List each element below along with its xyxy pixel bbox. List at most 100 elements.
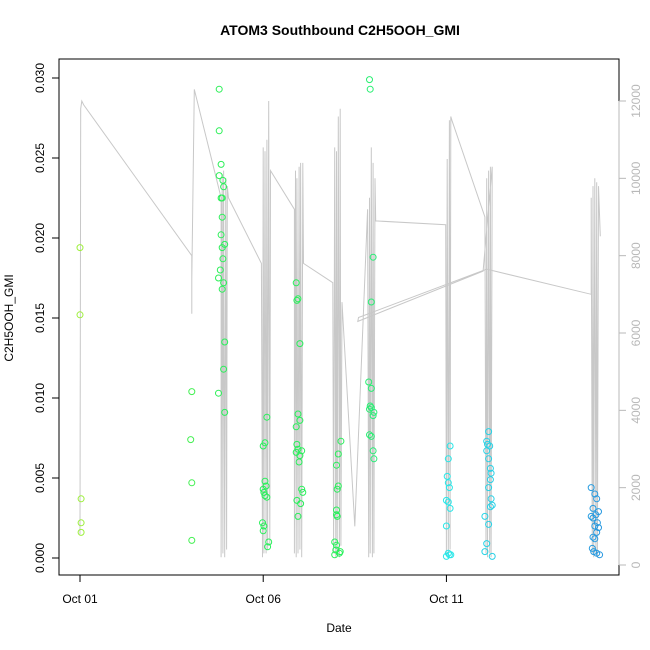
data-point [444, 455, 452, 463]
data-point [366, 85, 374, 93]
data-point [366, 402, 374, 410]
data-point [485, 428, 493, 436]
data-point [488, 552, 496, 560]
data-point [260, 522, 268, 530]
data-point [216, 266, 224, 274]
data-point [259, 442, 267, 450]
data-point [218, 194, 226, 202]
y2-tick-label: 4000 [629, 397, 643, 424]
data-point [588, 544, 596, 552]
data-point [296, 340, 304, 348]
y-tick-label: 0.030 [33, 63, 47, 93]
altitude-line-layer [79, 89, 601, 558]
data-point [331, 551, 339, 559]
data-point [294, 410, 302, 418]
data-point [77, 519, 85, 527]
data-point [442, 522, 450, 530]
data-point [445, 484, 453, 492]
data-point [292, 423, 300, 431]
data-point [263, 493, 271, 501]
data-point [296, 416, 304, 424]
data-point [337, 437, 345, 445]
y2-tick-label: 2000 [629, 474, 643, 501]
data-point [442, 496, 450, 504]
data-point [446, 442, 454, 450]
data-point [367, 298, 375, 306]
data-point [215, 389, 222, 397]
data-point [370, 408, 378, 416]
data-point [221, 338, 229, 346]
data-point [217, 231, 225, 239]
data-point [589, 514, 597, 522]
data-point [218, 213, 226, 221]
data-point [219, 255, 227, 263]
data-point [293, 440, 301, 448]
data-point [587, 512, 595, 520]
data-point [188, 536, 196, 544]
data-point [293, 296, 301, 304]
data-point [188, 479, 196, 487]
data-point [333, 485, 341, 493]
data-point [486, 503, 494, 511]
data-point [488, 501, 496, 509]
data-point [366, 431, 373, 439]
data-point [369, 253, 377, 261]
data-point [591, 535, 599, 543]
data-point [294, 512, 302, 520]
data-point [444, 498, 452, 506]
data-point [265, 538, 273, 546]
data-point [366, 76, 373, 84]
data-point [365, 378, 373, 386]
data-point [261, 492, 269, 500]
data-point [447, 551, 455, 559]
data-point [218, 244, 226, 252]
data-point [442, 552, 450, 560]
data-point [215, 127, 223, 135]
data-point [220, 279, 228, 287]
data-point [76, 244, 84, 252]
data-point [483, 447, 491, 455]
data-point [487, 495, 495, 503]
y-tick-label: 0.000 [33, 543, 47, 573]
data-point [219, 176, 227, 184]
data-point [215, 85, 223, 93]
data-point [334, 450, 342, 458]
y2-tick-label: 6000 [629, 319, 643, 346]
data-point [589, 504, 597, 512]
y2-tick-label: 12000 [629, 84, 643, 118]
data-point [77, 495, 85, 503]
data-point [76, 311, 84, 319]
data-point [188, 388, 196, 396]
x-tick-label: Oct 06 [246, 592, 282, 606]
data-point [259, 527, 267, 535]
data-point [486, 464, 494, 472]
data-point [485, 484, 493, 492]
data-point [589, 533, 597, 541]
data-point [595, 524, 602, 532]
data-point [263, 413, 271, 421]
data-point [333, 541, 340, 549]
data-point [299, 488, 307, 496]
data-point [220, 365, 228, 373]
data-point [481, 512, 489, 520]
data-point [261, 477, 269, 485]
points-layer [76, 76, 604, 560]
data-point [596, 551, 604, 559]
data-point [292, 279, 300, 287]
data-point [485, 520, 493, 528]
data-point [367, 384, 375, 392]
data-point [333, 461, 340, 469]
data-point [481, 548, 489, 556]
data-point [486, 476, 494, 484]
data-point [215, 172, 223, 180]
chart-title: ATOM3 Southbound C2H5OOH_GMI [220, 22, 460, 38]
data-point [483, 540, 491, 548]
data-point [593, 495, 601, 503]
y-axis-label: C2H5OOH_GMI [2, 274, 16, 361]
data-point [443, 472, 451, 480]
x-axis-label: Date [326, 621, 352, 635]
data-point [295, 458, 303, 466]
data-point [259, 485, 267, 493]
data-point [298, 485, 306, 493]
